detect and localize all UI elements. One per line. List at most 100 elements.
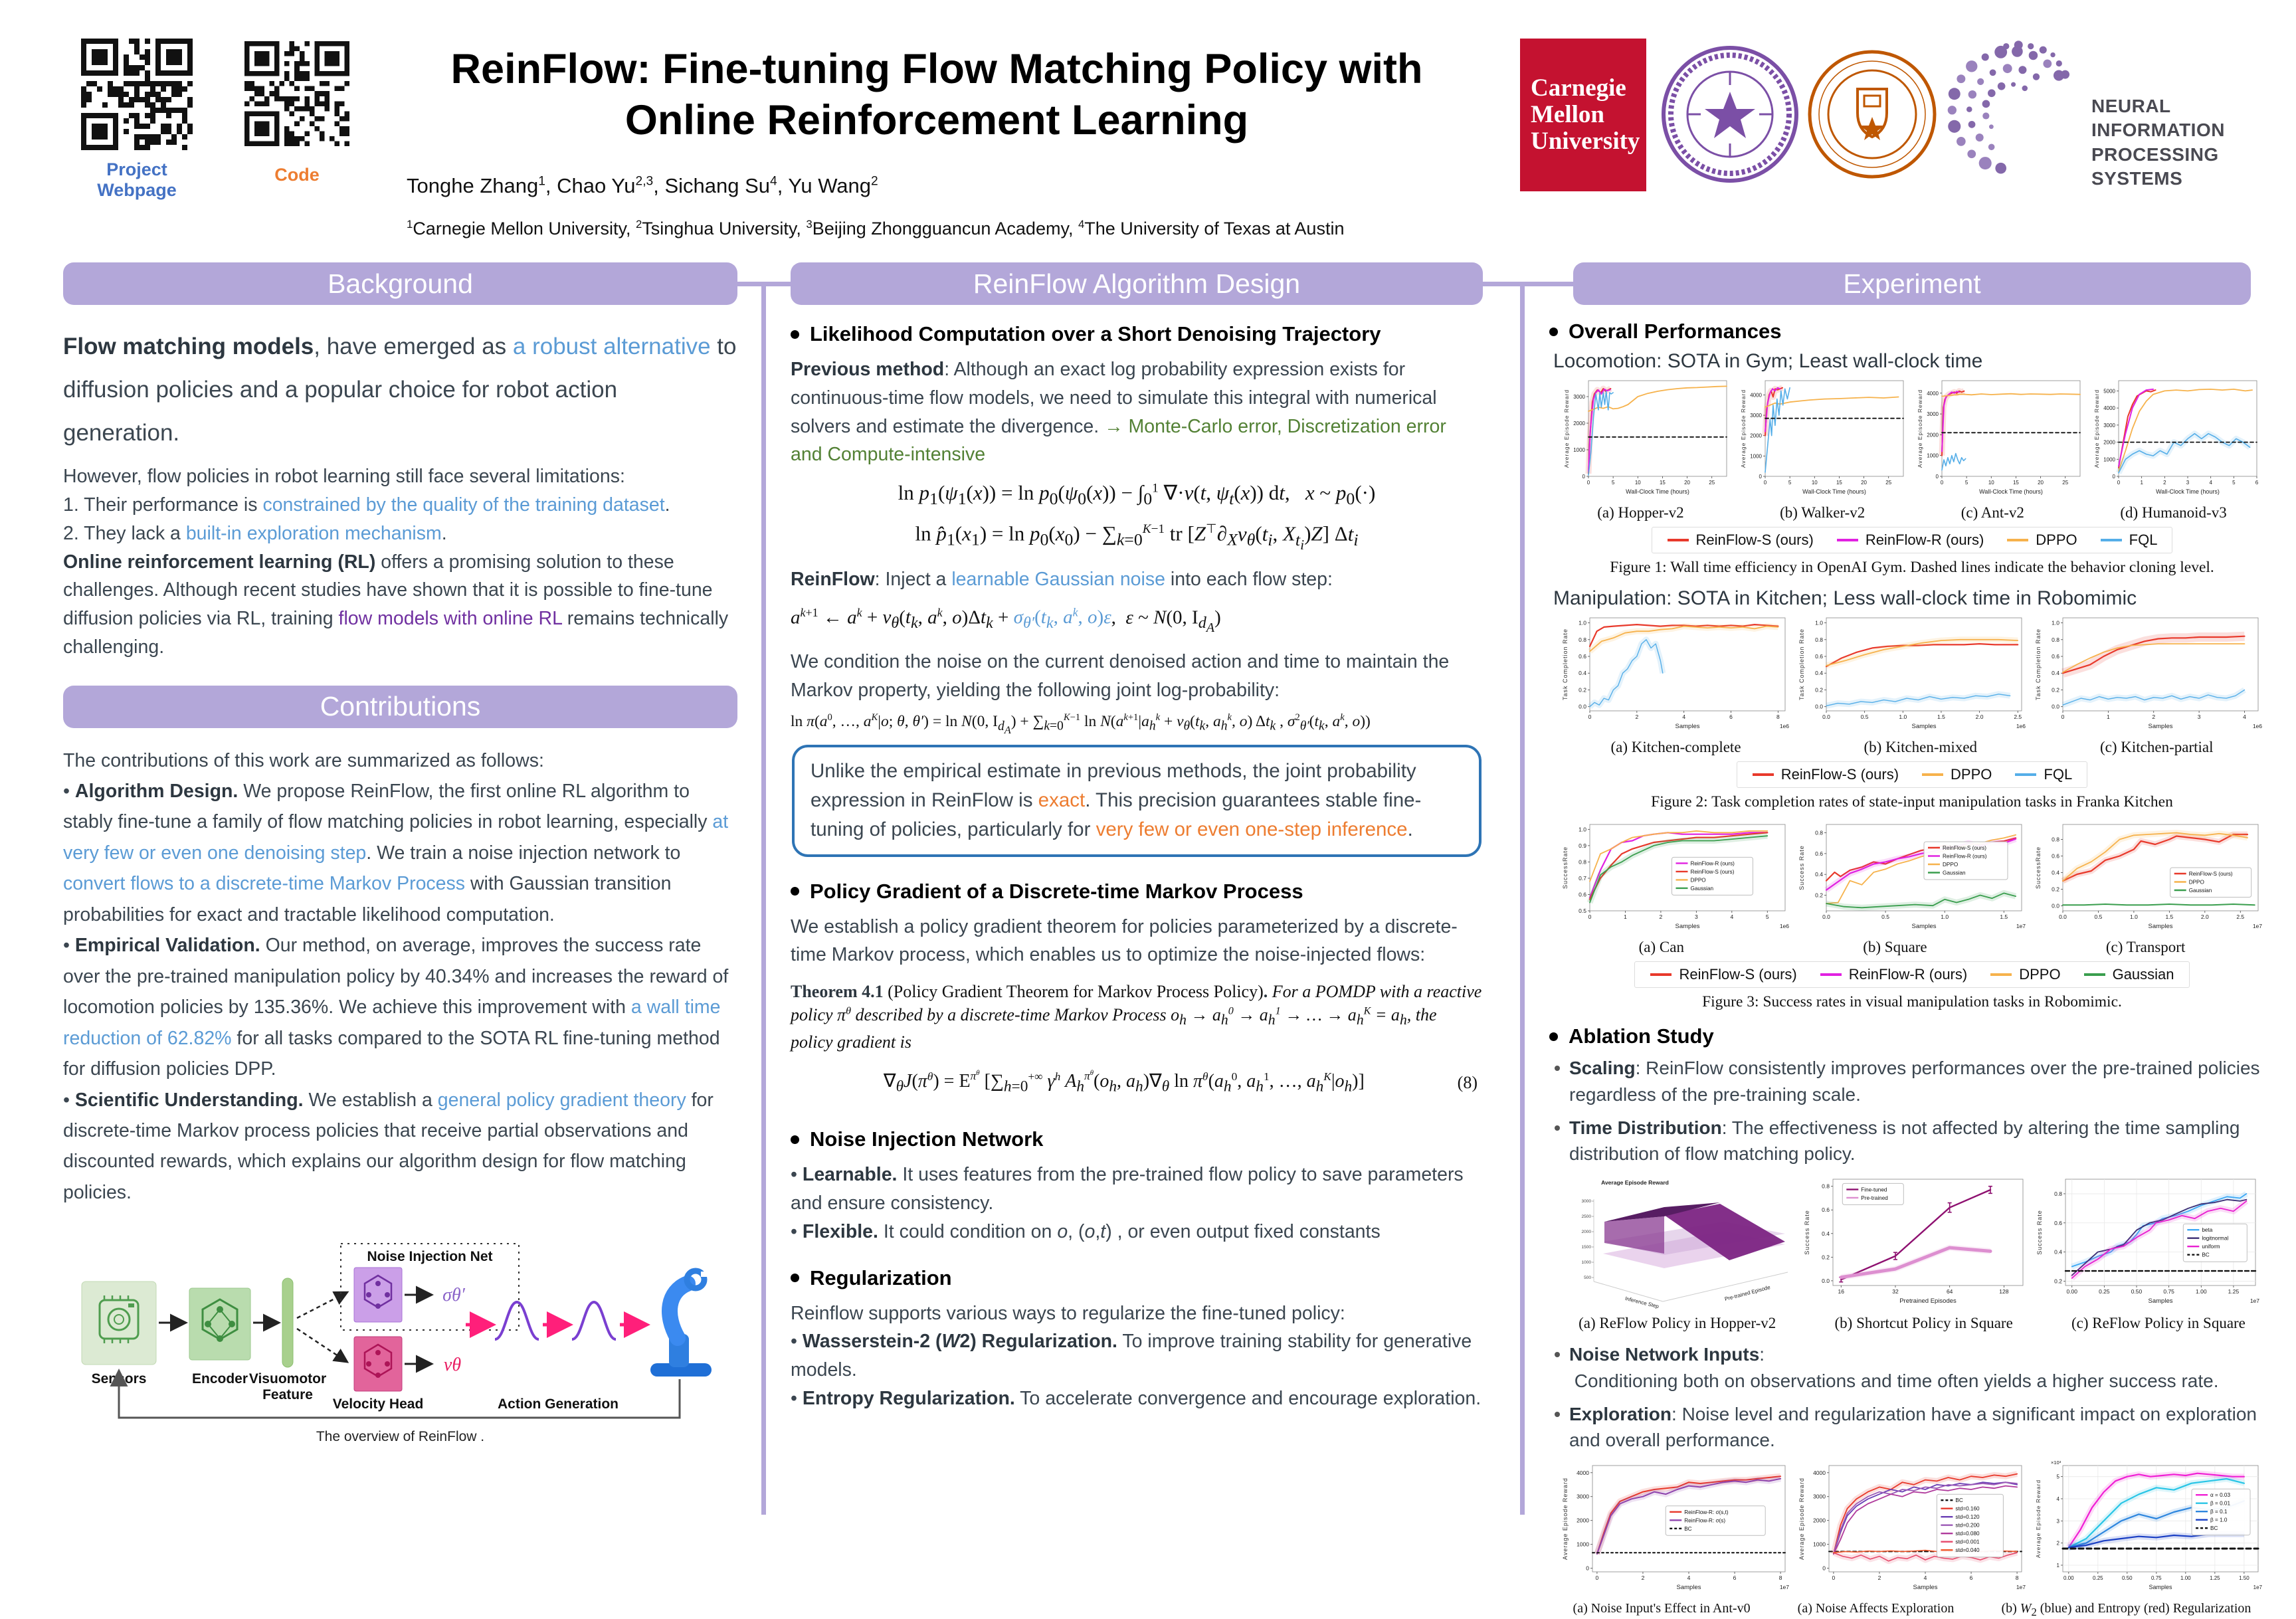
section-header-algorithm: ReinFlow Algorithm Design — [791, 262, 1483, 305]
v-theta-label: vθ — [444, 1355, 461, 1375]
svg-text:1e7: 1e7 — [2016, 1584, 2026, 1590]
svg-text:Samples: Samples — [1913, 1584, 1938, 1591]
legend-item: Gaussian — [2083, 966, 2174, 983]
svg-text:1e6: 1e6 — [1780, 923, 1789, 929]
svg-text:DPPO: DPPO — [2189, 880, 2204, 886]
reinflow-inject-text: ReinFlow: Inject a learnable Gaussian no… — [791, 568, 1333, 590]
code-qr-code[interactable]: Code — [244, 41, 349, 185]
svg-text:0.5: 0.5 — [2095, 913, 2103, 920]
column-divider-1 — [761, 286, 766, 1515]
svg-text:8: 8 — [2016, 1574, 2019, 1581]
svg-text:1e7: 1e7 — [1780, 1584, 1789, 1590]
svg-text:0.6: 0.6 — [1578, 653, 1586, 660]
svg-text:0.50: 0.50 — [2122, 1575, 2133, 1581]
svg-text:Success Rate: Success Rate — [1798, 845, 1805, 890]
svg-text:2000: 2000 — [1813, 1517, 1826, 1524]
svg-text:0.5: 0.5 — [1861, 714, 1869, 720]
svg-text:0.0: 0.0 — [2059, 913, 2067, 920]
svg-text:1.00: 1.00 — [2196, 1288, 2207, 1295]
svg-text:5: 5 — [1788, 480, 1792, 486]
condition-noise-text: We condition the noise on the current de… — [791, 650, 1450, 701]
svg-text:1.0: 1.0 — [1899, 714, 1907, 720]
svg-text:0.4: 0.4 — [1815, 670, 1823, 676]
svg-text:0.6: 0.6 — [1815, 850, 1823, 857]
svg-text:0: 0 — [1588, 913, 1592, 920]
svg-text:0.0: 0.0 — [2052, 903, 2059, 909]
sensors-icon — [81, 1281, 157, 1365]
svg-text:std=0.120: std=0.120 — [1955, 1514, 1980, 1520]
section-header-experiment: Experiment — [1573, 262, 2251, 305]
svg-text:0.75: 0.75 — [2151, 1575, 2162, 1581]
project-qr-code[interactable]: Project Webpage — [81, 39, 193, 201]
svg-text:1.5: 1.5 — [2000, 913, 2008, 920]
svg-text:5: 5 — [2232, 480, 2236, 486]
svg-text:0.25: 0.25 — [2093, 1575, 2103, 1581]
svg-text:5: 5 — [1766, 913, 1769, 920]
svg-text:1.0: 1.0 — [1941, 913, 1949, 920]
noise-injection-net-icon — [353, 1267, 403, 1323]
heading-overall-performances: Overall Performances — [1549, 320, 2275, 343]
project-webpage-label: Project Webpage — [97, 159, 177, 201]
exploration-bullet: Exploration: Noise level and regularizat… — [1555, 1401, 2275, 1454]
svg-text:128: 128 — [1999, 1288, 2008, 1295]
background-lead: Flow matching models, have emerged as a … — [63, 333, 737, 446]
svg-text:0.2: 0.2 — [1578, 686, 1586, 693]
svg-text:α = 0.03: α = 0.03 — [2210, 1492, 2230, 1498]
svg-text:4: 4 — [1682, 714, 1685, 720]
svg-text:0.6: 0.6 — [2052, 853, 2059, 860]
svg-text:1.0: 1.0 — [1578, 620, 1586, 626]
chart-walker-v2: 0 5 10 15 20 25 0 1000 2000 3000 4000 Average Episo… — [1739, 375, 1909, 503]
exactness-callout-box: Unlike the empirical estimate in previou… — [792, 744, 1482, 857]
svg-text:20: 20 — [2038, 480, 2044, 486]
svg-text:1.5: 1.5 — [2165, 913, 2173, 920]
svg-text:0.0: 0.0 — [2052, 704, 2059, 710]
svg-text:BC: BC — [2202, 1252, 2209, 1258]
page-title: ReinFlow: Fine-tuning Flow Matching Poli… — [450, 46, 1423, 143]
svg-text:std=0.200: std=0.200 — [1955, 1523, 1980, 1529]
svg-text:DPPO: DPPO — [1943, 862, 1958, 868]
svg-text:0.5: 0.5 — [1578, 907, 1586, 914]
svg-text:1.00: 1.00 — [2180, 1575, 2191, 1581]
legend-item: DPPO — [1922, 766, 1992, 783]
svg-text:Samples: Samples — [1677, 1584, 1701, 1591]
figure1-subcaptions: (a) Hopper-v2 (b) Walker-v2 (c) Ant-v2 (d)… — [1597, 504, 2227, 521]
code-label: Code — [274, 165, 320, 185]
svg-text:5: 5 — [1965, 480, 1968, 486]
svg-text:4: 4 — [1730, 913, 1733, 920]
chart-noise-input-ant: 0 2 4 6 8 0 1000 2000 3000 4000 Average Episode Re… — [1561, 1460, 1790, 1600]
svg-text:1500: 1500 — [1582, 1245, 1592, 1250]
svg-text:3: 3 — [2057, 1518, 2060, 1524]
svg-text:Wall-Clock Time (hours): Wall-Clock Time (hours) — [1626, 488, 1689, 495]
svg-text:2: 2 — [2163, 480, 2166, 486]
svg-text:4: 4 — [2057, 1496, 2060, 1502]
svg-text:Samples: Samples — [1912, 723, 1937, 730]
svg-text:0.0: 0.0 — [1822, 714, 1830, 720]
svg-text:0.4: 0.4 — [2052, 870, 2059, 876]
contribution-algorithm-design: • Algorithm Design. We propose ReinFlow,… — [63, 780, 729, 925]
figure2-legend: ReinFlow-S (ours) DPPO FQL — [1549, 761, 2275, 788]
chart-reflow-hopper-3d: 500 1000 1500 2000 2500 3000 Average Episode R… — [1563, 1174, 1796, 1313]
svg-text:2000: 2000 — [1577, 1517, 1589, 1524]
svg-text:ReinFlow-R: σ(s,t): ReinFlow-R: σ(s,t) — [1684, 1509, 1729, 1515]
svg-text:0: 0 — [1822, 1565, 1826, 1572]
figure1-charts: 0 5 10 15 20 25 0 1000 2000 3000 Average Episode R… — [1549, 375, 2275, 503]
chart-noise-exploration: 0 2 4 6 8 0 1000 2000 3000 4000 Average Episode Re… — [1797, 1460, 2027, 1600]
background-p1: However, flow policies in robot learning… — [63, 466, 625, 488]
background-p2: 1. Their performance is constrained by t… — [63, 494, 670, 516]
svg-text:3: 3 — [2186, 480, 2190, 486]
sigma-label: σθ′ — [442, 1285, 466, 1305]
svg-text:4: 4 — [2209, 480, 2212, 486]
svg-text:2: 2 — [1642, 1574, 1645, 1581]
previous-method-text: Previous method: Although an exact log p… — [791, 359, 1446, 466]
svg-text:0.6: 0.6 — [2052, 653, 2059, 660]
chart-kitchen-mixed: 0.0 0.5 1.0 1.5 2.0 2.5 0.0 0.2 0.4 0.6 0.8 1.0 Task… — [1797, 613, 2027, 737]
section-header-background: Background — [63, 262, 737, 305]
svg-text:β = 0.1: β = 0.1 — [2210, 1509, 2228, 1515]
svg-text:25: 25 — [1709, 480, 1715, 486]
svg-text:1e7: 1e7 — [2253, 1584, 2263, 1590]
svg-text:0.8: 0.8 — [1815, 830, 1823, 836]
contributions-intro: The contributions of this work are summa… — [63, 749, 544, 771]
svg-text:uniform: uniform — [2202, 1244, 2220, 1250]
svg-text:0: 0 — [2113, 474, 2116, 480]
background-p4: Online reinforcement learning (RL) offer… — [63, 551, 729, 658]
